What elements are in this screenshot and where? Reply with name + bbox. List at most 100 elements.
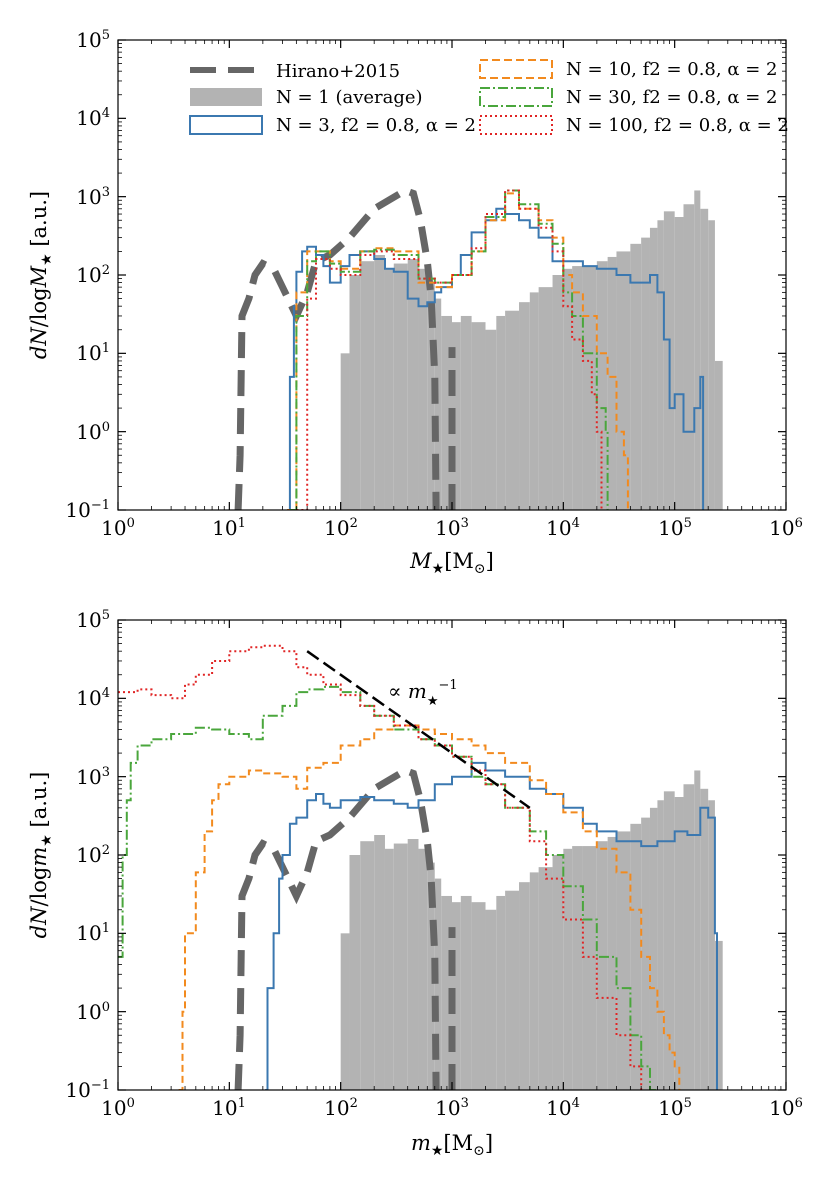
bar-n1 [529,872,539,1090]
top-ytick-marks [118,39,786,511]
bottom-lines [118,644,718,1090]
bottom-ytick-label-4: 104 [76,686,110,710]
bar-n1 [582,266,597,510]
reference-line-power-law [306,650,531,809]
legend-entry-hirano: Hirano+2015 [190,61,400,82]
bar-n1 [641,817,650,1090]
bar-n1 [552,275,564,510]
bottom-ytick-label-1: 101 [76,921,110,945]
bar-n1 [708,220,715,510]
legend-swatch-n1 [190,88,262,106]
top-bars [340,190,723,510]
bar-n1 [441,895,452,1090]
bottom-xtick-label-6: 106 [769,1096,803,1120]
series-line-hirano [234,766,440,1090]
bar-n1 [384,848,394,1090]
legend: Hirano+2015 N = 1 (average) N = 3, f2 = … [189,59,789,136]
legend-swatch-n10 [479,59,553,79]
bar-n1 [552,855,564,1090]
bar-n1 [538,867,553,1090]
bar-n1 [505,310,520,510]
bottom-xtick-marks [117,620,787,1090]
bar-n1 [360,841,375,1090]
bar-n1 [630,823,642,1090]
bar-n1 [452,322,461,510]
legend-entry-n1: N = 1 (average) [190,87,423,108]
top-ytick-label-5: 105 [76,28,110,52]
top-plot-area [234,186,723,510]
bar-n1 [407,839,419,1090]
bar-n1 [582,846,597,1090]
legend-swatch-n30 [479,87,553,107]
bottom-panel: 100 101 102 103 104 105 106 105 104 103 … [27,608,803,1159]
bar-n1 [607,836,617,1090]
bar-n1 [349,275,361,510]
bar-n1 [674,217,684,510]
bottom-annotation: ∝ m★−1 [388,678,458,709]
bar-n1 [572,846,583,1090]
series-line-n30 [118,685,658,1090]
bar-n1 [529,292,539,510]
bar-n1 [616,251,631,510]
legend-entry-n100: N = 100, f2 = 0.8, α = 2 [479,115,789,136]
bottom-ytick-marks [118,619,786,1091]
bar-n1 [708,800,715,1090]
bar-n1 [393,843,408,1090]
bar-n1 [538,287,553,510]
legend-swatch-n100 [479,115,553,135]
bottom-xtick-label-5: 105 [658,1096,692,1120]
bar-n1 [607,256,617,510]
legend-swatch-n3 [189,115,263,135]
bar-n1 [393,263,408,510]
bar-n1 [649,807,658,1090]
top-xtick-label-6: 106 [769,516,803,540]
legend-label-hirano: Hirano+2015 [276,61,400,82]
bar-n1 [496,895,506,1090]
series-line-n10 [178,724,681,1090]
top-xtick-label-1: 101 [212,516,246,540]
bar-n1 [683,204,695,510]
series-line-n100 [296,189,603,510]
top-ytick-label-4: 104 [76,106,110,130]
series-line-n100 [118,644,643,1090]
bottom-ylabel: dN/logm★ [a.u.] [27,772,55,939]
bar-n1 [384,268,394,510]
bottom-bars [340,770,723,1090]
bar-n1 [596,841,608,1090]
bar-n1 [630,243,642,510]
bottom-ytick-label-m1: 10−1 [65,1078,110,1102]
top-panel: 100 101 102 103 104 105 106 105 104 103 … [27,28,803,577]
bar-n1 [519,302,530,510]
top-ylabel: dN/logM★ [a.u.] [27,191,55,359]
top-xtick-label-5: 105 [658,516,692,540]
bar-n1 [657,800,664,1090]
top-ytick-label-0: 100 [76,420,110,444]
bar-n1 [496,315,506,510]
bar-n1 [418,268,428,510]
bar-n1 [694,190,701,510]
legend-entry-n30: N = 30, f2 = 0.8, α = 2 [479,87,777,108]
legend-label-n10: N = 10, f2 = 0.8, α = 2 [566,59,777,80]
bar-n1 [563,268,573,510]
bar-n1 [572,266,583,510]
bar-n1 [563,848,573,1090]
bar-n1 [694,770,701,1090]
legend-label-n30: N = 30, f2 = 0.8, α = 2 [566,87,777,108]
top-ytick-label-2: 102 [76,263,110,287]
top-xtick-label-0: 100 [101,516,135,540]
series-line-hirano [234,186,440,510]
bar-n1 [700,788,709,1090]
bottom-ytick-label-2: 102 [76,843,110,867]
legend-label-n100: N = 100, f2 = 0.8, α = 2 [566,115,789,136]
bar-n1 [427,862,435,1090]
bar-n1 [374,835,385,1090]
bar-n1 [340,933,350,1090]
bar-n1 [683,784,695,1090]
top-xtick-label-2: 102 [324,516,358,540]
bar-n1 [700,208,709,510]
legend-label-n1: N = 1 (average) [276,87,423,108]
top-xlabel: M★[M⊙] [409,549,494,577]
bar-n1 [452,902,461,1090]
bottom-xtick-label-4: 104 [546,1096,580,1120]
